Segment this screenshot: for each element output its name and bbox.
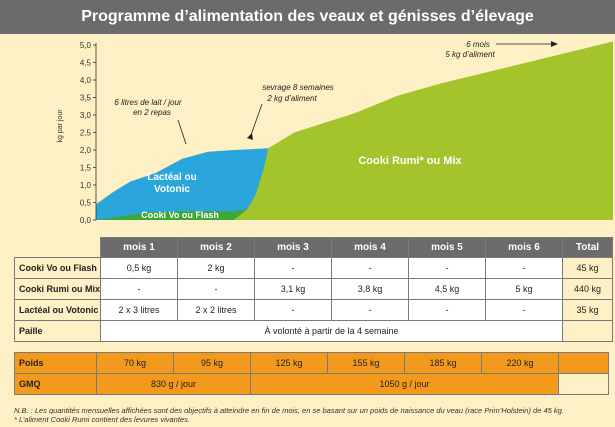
- lacteal-label-2: Votonic: [154, 184, 190, 195]
- table-cell: 3,1 kg: [254, 278, 332, 300]
- row-label: Cooki Rumi ou Mix: [14, 278, 101, 300]
- table-cell: -: [485, 257, 563, 279]
- six-month-annotation-1: 6 mois: [466, 40, 490, 49]
- y-tick-label: 4,5: [80, 59, 92, 68]
- y-tick-label: 0,5: [80, 199, 92, 208]
- table-row: Cooki Vo ou Flash 0,5 kg 2 kg - - - - 45…: [14, 257, 613, 279]
- sevrage-arrow: [249, 103, 263, 139]
- gmq-cell: 830 g / jour: [96, 373, 251, 395]
- gmq-total: [558, 373, 609, 395]
- row-label: Cooki Vo ou Flash: [14, 257, 101, 279]
- paille-cell: À volonté à partir de la 4 semaine: [100, 320, 563, 342]
- y-tick-label: 5,0: [80, 41, 92, 50]
- poids-cell: 95 kg: [173, 352, 251, 374]
- growth-table: Poids 70 kg 95 kg 125 kg 155 kg 185 kg 2…: [14, 352, 609, 395]
- table-row-paille: Paille À volonté à partir de la 4 semain…: [14, 320, 613, 342]
- header-mois-5: mois 5: [408, 237, 486, 258]
- table-cell: 5 kg: [485, 278, 563, 300]
- table-cell: -: [408, 257, 486, 279]
- table-header-row: mois 1 mois 2 mois 3 mois 4 mois 5 mois …: [15, 237, 613, 258]
- table-cell: -: [408, 299, 486, 321]
- y-tick-label: 2,5: [80, 129, 92, 138]
- table-cell: -: [254, 257, 332, 279]
- sevrage-annotation-1: sevrage 8 semaines: [262, 83, 334, 92]
- milk-arrow: [177, 119, 187, 145]
- footnote: N.B. : Les quantités mensuelles affichée…: [14, 406, 609, 424]
- six-month-arrowhead: [551, 41, 558, 47]
- poids-cell: 155 kg: [327, 352, 405, 374]
- chart-areas: [96, 41, 613, 220]
- table-row: Cooki Rumi ou Mix - - 3,1 kg 3,8 kg 4,5 …: [14, 278, 613, 300]
- table-cell: -: [254, 299, 332, 321]
- y-axis: 5,0 4,5 4,0 3,5 3,0 2,5 2,0 1,5 1,0 0,5 0,0: [80, 41, 97, 225]
- footnote-line-1: N.B. : Les quantités mensuelles affichée…: [14, 406, 564, 415]
- table-row-gmq: GMQ 830 g / jour 1050 g / jour: [14, 373, 609, 395]
- table-cell: -: [100, 278, 178, 300]
- y-tick-label: 0,0: [80, 216, 92, 225]
- feeding-table: mois 1 mois 2 mois 3 mois 4 mois 5 mois …: [14, 237, 613, 342]
- y-tick-label: 2,0: [80, 146, 92, 155]
- milk-annotation-1: 6 litres de lait / jour: [114, 98, 181, 107]
- table-cell-total: 440 kg: [562, 278, 613, 300]
- poids-cell: 70 kg: [96, 352, 174, 374]
- sevrage-annotation-2: 2 kg d’aliment: [266, 94, 317, 103]
- table-cell-total: 35 kg: [562, 299, 613, 321]
- table-row-poids: Poids 70 kg 95 kg 125 kg 155 kg 185 kg 2…: [14, 352, 609, 374]
- table-cell: 2 x 2 litres: [177, 299, 255, 321]
- header-blank: [15, 238, 101, 258]
- area-cookirumi: [233, 41, 613, 220]
- y-axis-label: kg par jour: [57, 109, 64, 143]
- poids-cell: 185 kg: [404, 352, 482, 374]
- feeding-chart: 5,0 4,5 4,0 3,5 3,0 2,5 2,0 1,5 1,0 0,5 0,0 kg par…: [0, 34, 615, 234]
- header-total: Total: [562, 237, 613, 258]
- table-cell: 4,5 kg: [408, 278, 486, 300]
- milk-annotation-2: en 2 repas: [133, 108, 171, 117]
- table-cell: -: [177, 278, 255, 300]
- header-mois-1: mois 1: [100, 237, 178, 258]
- cookirumi-label: Cooki Rumi* ou Mix: [358, 155, 462, 167]
- y-tick-label: 1,5: [80, 164, 92, 173]
- row-label: Lactéal ou Votonic: [14, 299, 101, 321]
- table-cell-total: [562, 320, 613, 342]
- area-lacteal: [96, 148, 269, 220]
- table-cell: 0,5 kg: [100, 257, 178, 279]
- y-tick-label: 3,0: [80, 111, 92, 120]
- table-cell: -: [331, 257, 409, 279]
- lacteal-label-1: Lactéal ou: [147, 172, 196, 183]
- y-tick-label: 4,0: [80, 76, 92, 85]
- row-label: Poids: [14, 352, 97, 374]
- sevrage-arrowhead: [247, 133, 253, 140]
- six-month-annotation-2: 5 kg d’aliment: [445, 50, 495, 59]
- cookivo-label: Cooki Vo ou Flash: [141, 210, 219, 220]
- table-cell: -: [331, 299, 409, 321]
- gmq-cell: 1050 g / jour: [250, 373, 559, 395]
- header-mois-2: mois 2: [177, 237, 255, 258]
- table-cell: 2 x 3 litres: [100, 299, 178, 321]
- table-cell: 2 kg: [177, 257, 255, 279]
- poids-cell: 125 kg: [250, 352, 328, 374]
- poids-cell: 220 kg: [481, 352, 559, 374]
- page-title: Programme d’alimentation des veaux et gé…: [0, 0, 615, 34]
- y-tick-label: 1,0: [80, 181, 92, 190]
- table-cell: -: [485, 299, 563, 321]
- table-cell: 3,8 kg: [331, 278, 409, 300]
- header-mois-6: mois 6: [485, 237, 563, 258]
- table-row: Lactéal ou Votonic 2 x 3 litres 2 x 2 li…: [14, 299, 613, 321]
- poids-total: [558, 352, 609, 374]
- table-cell-total: 45 kg: [562, 257, 613, 279]
- row-label: GMQ: [14, 373, 97, 395]
- header-mois-3: mois 3: [254, 237, 332, 258]
- header-mois-4: mois 4: [331, 237, 409, 258]
- footnote-line-2: * L’aliment Cooki Rumi contient des levu…: [14, 415, 190, 424]
- row-label: Paille: [14, 320, 101, 342]
- y-tick-label: 3,5: [80, 94, 92, 103]
